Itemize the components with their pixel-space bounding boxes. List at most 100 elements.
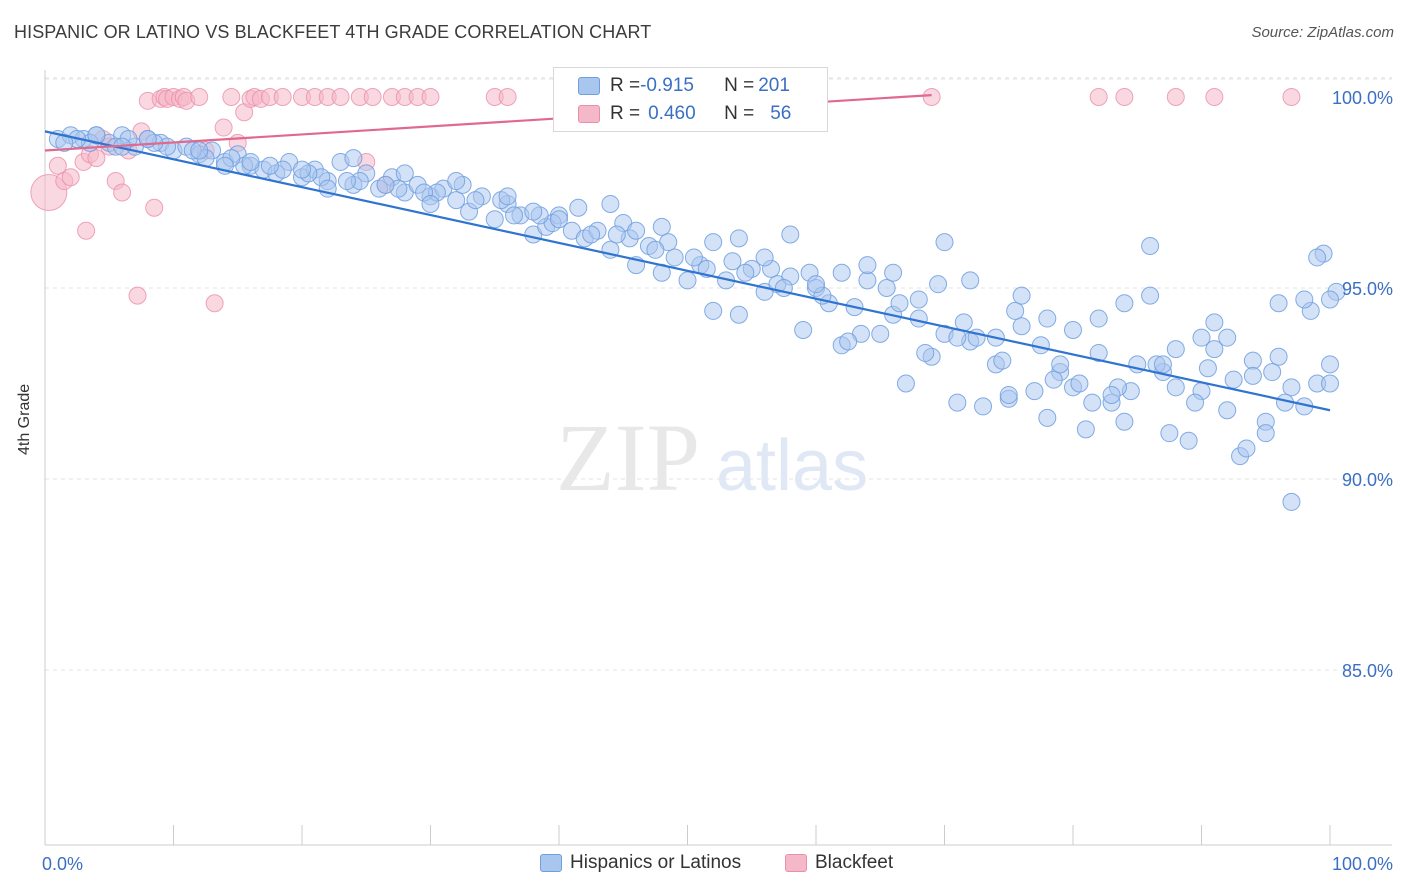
legend-item-blackfeet[interactable]: Blackfeet (785, 852, 893, 874)
data-point-blackfeet (113, 183, 132, 202)
data-point-hispanic (1070, 374, 1089, 393)
data-point-hispanic (1006, 301, 1025, 320)
data-point-blackfeet (128, 286, 147, 305)
data-point-hispanic (1051, 355, 1070, 374)
source-credit: Source: ZipAtlas.com (1251, 24, 1394, 41)
data-point-hispanic (1166, 340, 1185, 359)
data-point-hispanic (929, 275, 948, 294)
legend-item-hispanics[interactable]: Hispanics or Latinos (540, 852, 741, 874)
data-point-blackfeet (1205, 88, 1224, 106)
data-point-hispanic (241, 152, 260, 171)
legend-swatch-blue (540, 854, 562, 872)
data-point-blackfeet (77, 221, 96, 240)
data-point-hispanic (723, 252, 742, 271)
data-point-blackfeet (87, 149, 106, 168)
legend-label-blackfeet: Blackfeet (815, 852, 894, 873)
data-point-hispanic (1282, 378, 1301, 397)
data-point-hispanic (1115, 294, 1134, 313)
data-point-hispanic (993, 351, 1012, 370)
data-point-hispanic (1205, 340, 1224, 359)
data-point-hispanic (858, 271, 877, 290)
data-point-hispanic (550, 210, 568, 229)
data-point-hispanic (729, 305, 748, 324)
data-point-hispanic (1179, 431, 1198, 450)
data-point-hispanic (395, 164, 414, 183)
data-point-hispanic (1192, 328, 1211, 347)
data-point-hispanic (1141, 236, 1160, 255)
data-point-hispanic (1321, 355, 1339, 374)
legend-r-label: R = (610, 75, 641, 96)
data-point-hispanic (1012, 286, 1031, 305)
legend-row-blackfeet: R = 0.460 N = 56 (554, 100, 791, 128)
data-point-blackfeet (1089, 88, 1108, 106)
data-point-hispanic (1198, 359, 1217, 378)
data-point-hispanic (1269, 347, 1288, 366)
data-point-hispanic (524, 202, 543, 221)
data-point-hispanic (190, 141, 209, 160)
series-blackfeet (30, 88, 1301, 313)
data-point-hispanic (1025, 382, 1044, 401)
data-point-hispanic (1321, 374, 1339, 393)
data-point-hispanic (1263, 363, 1282, 382)
data-point-blackfeet (214, 118, 233, 137)
data-point-hispanic (954, 313, 973, 332)
data-point-blackfeet (145, 198, 164, 217)
y-tick-label: 95.0% (1342, 279, 1393, 299)
data-point-hispanic (337, 172, 356, 191)
x-tick-label: 100.0% (1332, 854, 1393, 874)
data-point-hispanic (582, 225, 601, 244)
data-point-hispanic (884, 263, 903, 282)
data-point-hispanic (1218, 401, 1237, 420)
legend-swatch-blue (578, 77, 600, 95)
data-point-hispanic (293, 160, 311, 179)
data-point-hispanic (1256, 424, 1275, 443)
data-point-blackfeet (1166, 88, 1185, 106)
legend-swatch-pink (578, 105, 600, 123)
stats-legend: R = -0.915 N = 201 R = 0.460 N = 56 (553, 67, 828, 132)
data-point-hispanic (916, 343, 935, 362)
data-point-hispanic (935, 233, 954, 252)
data-point-hispanic (1224, 370, 1243, 389)
data-point-hispanic (1089, 343, 1108, 362)
data-point-blackfeet (498, 88, 517, 106)
data-point-hispanic (569, 198, 588, 217)
data-point-hispanic (1237, 439, 1256, 458)
data-point-hispanic (1243, 366, 1262, 385)
data-point-hispanic (871, 324, 890, 343)
chart-title: HISPANIC OR LATINO VS BLACKFEET 4TH GRAD… (14, 22, 652, 42)
data-point-hispanic (1205, 313, 1224, 332)
data-point-hispanic (466, 191, 485, 210)
data-point-hispanic (948, 393, 967, 412)
data-point-hispanic (344, 149, 363, 168)
data-point-hispanic (1308, 248, 1327, 267)
watermark-atlas: atlas (716, 426, 868, 506)
data-point-hispanic (1038, 408, 1057, 427)
data-point-hispanic (807, 275, 825, 294)
data-point-hispanic (1321, 290, 1339, 309)
data-point-hispanic (704, 301, 723, 320)
y-tick-label: 100.0% (1332, 88, 1393, 108)
data-point-hispanic (896, 374, 915, 393)
data-point-hispanic (607, 225, 626, 244)
data-point-hispanic (1115, 412, 1134, 431)
data-point-hispanic (376, 175, 395, 194)
data-point-hispanic (1102, 385, 1121, 404)
data-point-hispanic (1243, 351, 1262, 370)
data-point-blackfeet (1115, 88, 1134, 106)
data-point-hispanic (505, 206, 524, 225)
legend-r-value: 0.460 (648, 103, 696, 124)
data-point-hispanic (678, 271, 697, 290)
data-point-hispanic (652, 217, 671, 236)
data-point-hispanic (890, 294, 909, 313)
data-point-hispanic (961, 271, 980, 290)
data-point-blackfeet (363, 88, 382, 106)
data-point-hispanic (1012, 317, 1031, 336)
data-point-blackfeet (205, 294, 224, 313)
data-point-blackfeet (922, 88, 941, 106)
data-point-blackfeet (331, 88, 350, 106)
y-tick-label: 85.0% (1342, 661, 1393, 681)
x-tick-label: 0.0% (42, 854, 83, 874)
series-hispanics (48, 126, 1346, 511)
series-legend: Hispanics or Latinos Blackfeet (0, 852, 1406, 878)
